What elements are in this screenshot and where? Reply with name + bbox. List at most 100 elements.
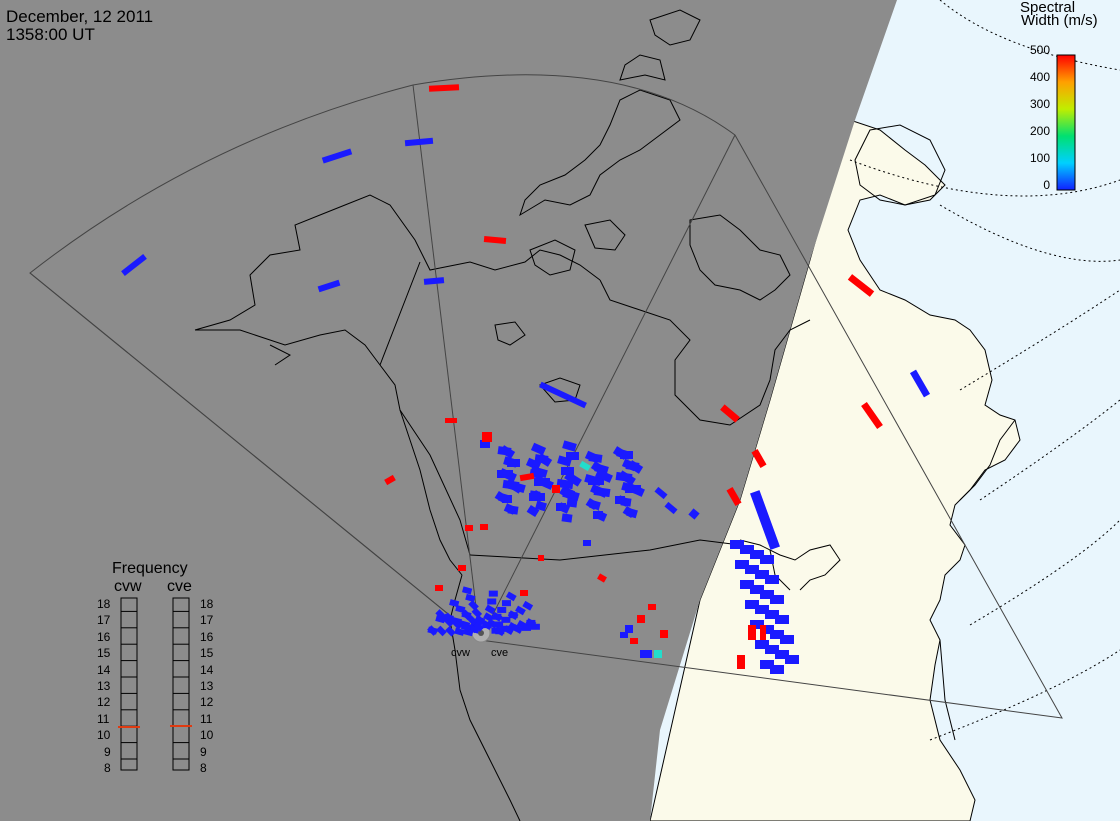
colorbar-tick: 200 bbox=[1029, 124, 1050, 138]
echo-cell bbox=[585, 497, 599, 511]
echo-cell bbox=[503, 625, 515, 635]
echo-cell bbox=[515, 605, 526, 616]
echo-cell bbox=[525, 457, 542, 471]
frequency-scale-label-left: 14 bbox=[97, 662, 111, 677]
echo-cell bbox=[765, 575, 779, 584]
echo-cell bbox=[770, 665, 784, 674]
echo-cell bbox=[460, 621, 472, 633]
echo-cell bbox=[497, 446, 512, 456]
frequency-scale-label-left: 8 bbox=[104, 761, 111, 775]
echo-cell bbox=[847, 274, 875, 297]
echo-cell bbox=[480, 440, 490, 448]
echo-cell bbox=[520, 590, 528, 596]
echo-cell bbox=[760, 625, 774, 634]
echo-cell bbox=[503, 456, 518, 468]
echo-cell bbox=[780, 635, 794, 644]
echo-cell bbox=[621, 458, 638, 472]
echo-cell bbox=[664, 501, 678, 515]
echo-cell bbox=[775, 615, 789, 624]
echo-cell bbox=[535, 500, 547, 512]
echo-cell bbox=[765, 645, 779, 654]
echo-cell bbox=[445, 418, 457, 423]
echo-cell bbox=[584, 473, 602, 487]
echo-cell bbox=[760, 555, 774, 564]
frequency-scale-label-left: 13 bbox=[97, 679, 111, 693]
echo-cell bbox=[483, 612, 495, 623]
frequency-scales bbox=[118, 597, 192, 771]
echo-cell bbox=[612, 446, 629, 460]
echo-cell bbox=[458, 565, 466, 571]
echo-cell bbox=[654, 486, 668, 500]
echo-cell bbox=[502, 479, 520, 491]
echo-cell bbox=[654, 650, 662, 658]
echo-cell bbox=[507, 610, 519, 620]
frequency-scale-label-right: 12 bbox=[200, 695, 214, 710]
echo-cell bbox=[436, 625, 447, 637]
echo-cell bbox=[384, 474, 396, 486]
site-label-cvw: cvw bbox=[451, 647, 470, 659]
frequency-scale-label-right: 13 bbox=[200, 679, 214, 693]
echo-cell bbox=[538, 555, 544, 561]
echo-cell bbox=[566, 452, 579, 460]
radar-name-cve: cve bbox=[167, 578, 192, 595]
echo-cell bbox=[640, 650, 652, 658]
echo-cell bbox=[770, 630, 784, 639]
echo-cell bbox=[501, 616, 511, 623]
echo-cell bbox=[625, 625, 633, 633]
echo-cell bbox=[745, 600, 759, 609]
echo-cell bbox=[423, 277, 445, 285]
echo-cell bbox=[750, 585, 764, 594]
echo-cell bbox=[615, 496, 625, 504]
day-land bbox=[649, 119, 1021, 821]
colorbar-title: Spectral bbox=[1020, 0, 1076, 16]
echo-cell bbox=[494, 621, 504, 628]
echo-cell bbox=[428, 84, 460, 92]
echo-cell bbox=[465, 593, 476, 602]
echo-cell bbox=[760, 590, 774, 599]
frequency-title: Frequency bbox=[112, 560, 188, 577]
echo-cell bbox=[468, 600, 479, 611]
echo-cell bbox=[427, 626, 438, 635]
echo-cell bbox=[488, 590, 498, 597]
echo-cell bbox=[660, 630, 668, 638]
echo-cell bbox=[556, 503, 566, 511]
colorbar-tick: 0 bbox=[1043, 178, 1050, 192]
echo-cell bbox=[317, 279, 341, 293]
echo-cell bbox=[740, 580, 754, 589]
frequency-scale-label-right: 16 bbox=[200, 629, 214, 644]
frequency-scale-label-right: 10 bbox=[200, 728, 214, 743]
echo-cell bbox=[530, 442, 547, 456]
echo-cell bbox=[637, 615, 645, 623]
echo-cell bbox=[526, 619, 536, 626]
frequency-scale-label-left: 17 bbox=[97, 613, 111, 628]
echo-cell bbox=[737, 655, 745, 669]
frequency-scale-label-left: 18 bbox=[97, 597, 111, 611]
echo-cell bbox=[452, 619, 463, 630]
echo-cell bbox=[534, 454, 549, 464]
coastlines bbox=[194, 9, 1016, 821]
echo-cell bbox=[465, 525, 473, 531]
echo-cell bbox=[484, 604, 496, 615]
echo-cell bbox=[720, 404, 740, 423]
echo-cell bbox=[730, 540, 744, 549]
echo-cell bbox=[443, 612, 455, 624]
echo-cell bbox=[521, 624, 531, 631]
echo-cell bbox=[534, 478, 550, 486]
colorbar-tick: 300 bbox=[1029, 97, 1050, 111]
echo-cell bbox=[620, 632, 628, 638]
echo-cell bbox=[561, 513, 573, 523]
echo-cell bbox=[751, 448, 767, 469]
echo-cell bbox=[539, 381, 587, 409]
echo-cell bbox=[556, 478, 574, 490]
frequency-scale-label-left: 12 bbox=[97, 695, 111, 710]
echo-cell bbox=[482, 432, 492, 442]
echo-cell bbox=[562, 487, 576, 499]
echo-cell bbox=[487, 598, 497, 605]
echo-cell bbox=[755, 640, 769, 649]
echo-cell bbox=[630, 638, 638, 644]
echo-cell bbox=[597, 573, 607, 583]
echo-cell bbox=[481, 620, 493, 630]
echo-cell bbox=[755, 605, 769, 614]
echo-cell bbox=[726, 486, 742, 507]
